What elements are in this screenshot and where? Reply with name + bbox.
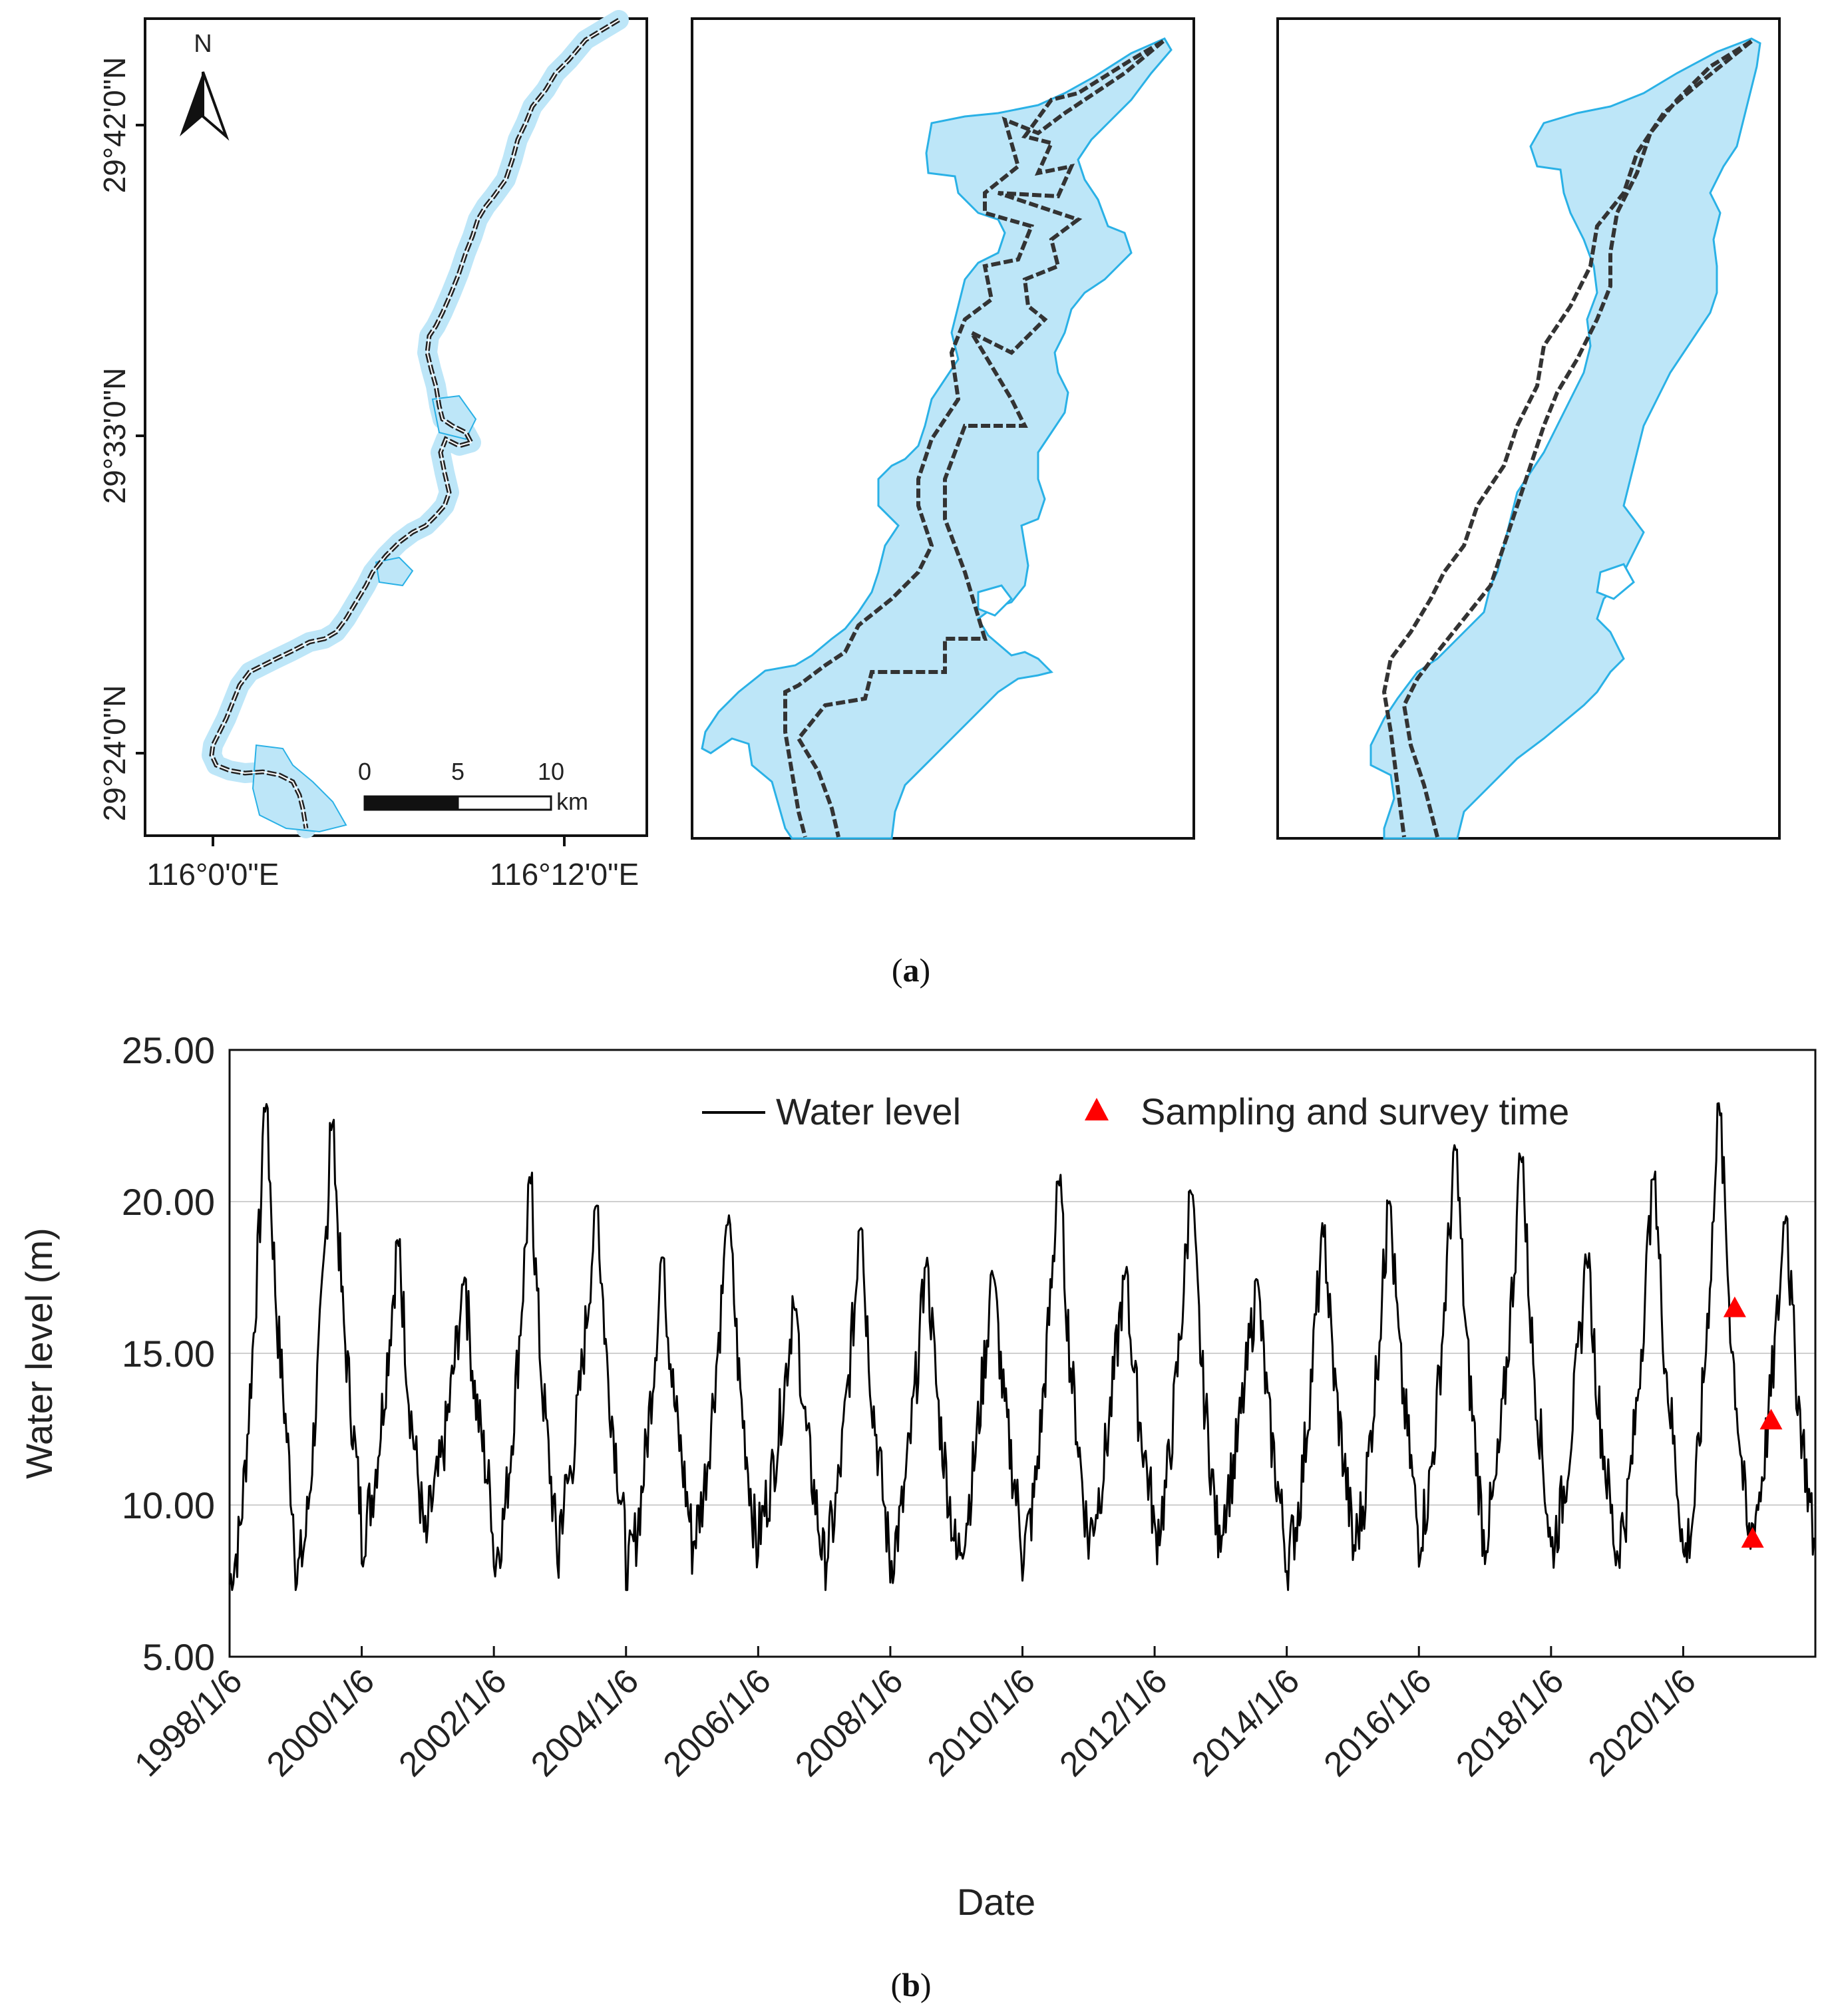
lat-label-3: 29°24'0"N <box>97 685 132 822</box>
x-tick-label: 2004/1/6 <box>524 1661 646 1784</box>
water-level-series-line <box>228 1102 1815 1592</box>
x-tick-label: 2002/1/6 <box>392 1661 514 1784</box>
sampling-marker <box>1723 1296 1746 1317</box>
x-tick-label: 1998/1/6 <box>127 1661 250 1784</box>
sampling-markers <box>1723 1296 1783 1548</box>
x-tick-label: 2018/1/6 <box>1449 1661 1571 1784</box>
scale-unit: km <box>556 788 588 815</box>
y-tick-label: 5.00 <box>142 1636 215 1678</box>
y-tick-label: 25.00 <box>122 1029 215 1071</box>
legend-label-water-level: Water level <box>776 1091 961 1132</box>
x-tick-label: 2012/1/6 <box>1052 1661 1175 1784</box>
y-axis-title: Water level (m) <box>18 1228 60 1479</box>
river-overview <box>202 10 629 838</box>
y-axis: 5.00 10.00 15.00 20.00 25.00 <box>122 1029 215 1678</box>
survey-track-2a <box>796 39 1165 838</box>
north-label: N <box>194 30 212 58</box>
panel-b: 5.00 10.00 15.00 20.00 25.00 1998/1/6 2000/1/… <box>18 1029 1817 2003</box>
lon-label-1: 116°0'0"E <box>147 857 279 892</box>
north-arrow-icon: N <box>180 30 230 141</box>
x-tick-label: 2000/1/6 <box>260 1661 382 1784</box>
caption-b: (b) <box>890 1966 931 2003</box>
sampling-marker <box>1741 1527 1764 1548</box>
lake-map-2 <box>701 37 1173 840</box>
caption-a: (a) <box>892 951 930 989</box>
lake-bay-overview <box>252 744 347 833</box>
x-tick-label: 2006/1/6 <box>656 1661 779 1784</box>
x-tick-label: 2014/1/6 <box>1184 1661 1307 1784</box>
survey-track-3a <box>1401 39 1753 838</box>
scale-tick-10: 10 <box>538 758 564 785</box>
scale-tick-0: 0 <box>358 758 371 785</box>
scale-tick-5: 5 <box>451 758 464 785</box>
x-tick-label: 2020/1/6 <box>1581 1661 1704 1784</box>
y-tick-label: 10.00 <box>122 1484 215 1526</box>
lat-label-1: 29°42'0"N <box>97 57 132 194</box>
lake-bay-overview-2 <box>375 556 414 587</box>
x-tick-label: 2016/1/6 <box>1317 1661 1439 1784</box>
legend-label-sampling: Sampling and survey time <box>1141 1091 1569 1132</box>
panel-a: N 0 5 10 km 29°42'0"N 29°33'0"N 29°24'0"… <box>97 10 1781 989</box>
lake-map-3 <box>1369 37 1761 840</box>
y-tick-label: 20.00 <box>122 1181 215 1223</box>
x-tick-label: 2010/1/6 <box>920 1661 1043 1784</box>
scale-bar: 0 5 10 km <box>358 758 588 815</box>
grid-lines <box>230 1201 1815 1506</box>
legend-triangle-icon <box>1085 1098 1109 1120</box>
survey-track-3b <box>1381 39 1753 838</box>
x-axis-title: Date <box>957 1881 1035 1923</box>
lake-bay-overview-3 <box>431 395 477 440</box>
survey-track-overview-core <box>210 19 620 829</box>
survey-track-2b <box>783 39 1165 838</box>
x-tick-label: 2008/1/6 <box>788 1661 910 1784</box>
y-tick-label: 15.00 <box>122 1333 215 1375</box>
lat-label-2: 29°33'0"N <box>97 368 132 504</box>
sampling-marker <box>1759 1409 1783 1430</box>
x-axis: 1998/1/6 2000/1/6 2002/1/6 2004/1/6 2006/1/6… <box>127 1646 1704 1784</box>
legend: Water level Sampling and survey time <box>702 1091 1569 1132</box>
lon-label-2: 116°12'0"E <box>490 857 639 892</box>
